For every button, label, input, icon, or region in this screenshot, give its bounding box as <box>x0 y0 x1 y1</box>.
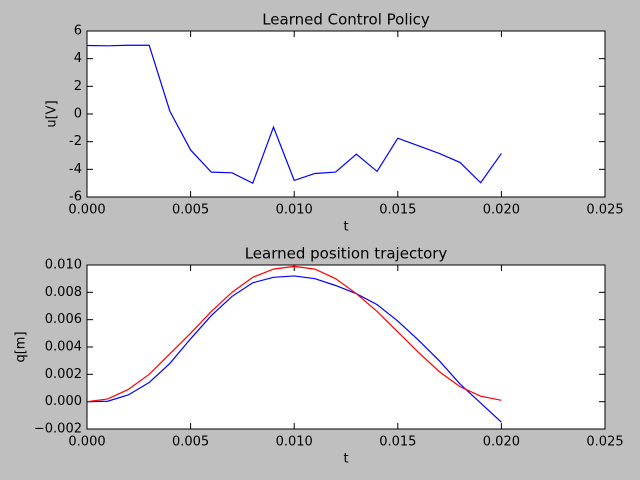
line <box>86 44 502 185</box>
line <box>86 265 502 403</box>
plot-frame <box>86 264 606 430</box>
y-tick-label: -4 <box>69 162 82 177</box>
y-tick-label: −0.002 <box>34 422 82 437</box>
x-tick-label: 0.005 <box>172 435 209 450</box>
x-axis-label: t <box>343 452 348 467</box>
y-tick-label: 0 <box>74 107 82 122</box>
y-axis-label: q[m] <box>14 331 29 362</box>
chart-title: Learned Control Policy <box>262 11 430 29</box>
y-tick-label: 6 <box>74 24 82 39</box>
x-tick-label: 0.000 <box>68 203 105 218</box>
x-tick-label: 0.005 <box>172 203 209 218</box>
y-tick-label: 0.002 <box>45 367 82 382</box>
y-tick-label: 0.000 <box>45 394 82 409</box>
x-tick-label: 0.015 <box>379 435 416 450</box>
x-tick-label: 0.010 <box>276 203 313 218</box>
x-tick-label: 0.000 <box>68 435 105 450</box>
y-tick-label: 0.010 <box>45 258 82 273</box>
y-tick-label: -6 <box>69 190 82 205</box>
plot-area <box>87 31 605 197</box>
x-tick-label: 0.015 <box>379 203 416 218</box>
x-axis-label: t <box>343 220 348 235</box>
plot-area <box>87 265 605 429</box>
y-tick-label: 4 <box>74 51 82 66</box>
chart-title: Learned position trajectory <box>245 245 448 263</box>
x-tick-label: 0.010 <box>276 435 313 450</box>
x-tick-label: 0.020 <box>483 435 520 450</box>
y-tick-label: -2 <box>69 134 82 149</box>
y-tick-label: 2 <box>74 79 82 94</box>
y-tick-label: 0.004 <box>45 340 82 355</box>
line <box>86 275 502 423</box>
y-tick-label: 0.006 <box>45 312 82 327</box>
plot-frame <box>86 30 606 198</box>
y-axis-label: u[V] <box>45 100 60 127</box>
x-tick-label: 0.025 <box>586 435 623 450</box>
x-tick-label: 0.025 <box>586 203 623 218</box>
x-tick-label: 0.020 <box>483 203 520 218</box>
y-tick-label: 0.008 <box>45 285 82 300</box>
